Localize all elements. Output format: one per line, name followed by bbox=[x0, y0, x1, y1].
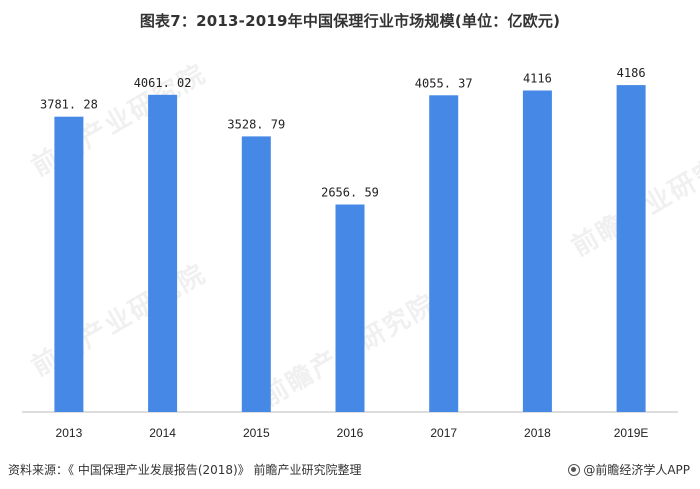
data-label-2018: 4116 bbox=[523, 72, 552, 86]
x-tick-label-2014: 2014 bbox=[149, 426, 176, 440]
source-note: 资料来源：《 中国保理产业发展报告(2018)》 前瞻产业研究院整理 bbox=[8, 463, 362, 477]
x-tick-label-2019E: 2019E bbox=[614, 426, 649, 440]
data-label-2013: 3781. 28 bbox=[40, 98, 98, 112]
bar-2014 bbox=[148, 94, 178, 413]
bar-2019E bbox=[616, 85, 646, 412]
bar-2018 bbox=[522, 90, 552, 412]
bar-2017 bbox=[429, 95, 459, 413]
data-label-2015: 3528. 79 bbox=[227, 117, 285, 131]
x-tick-label-2015: 2015 bbox=[243, 426, 270, 440]
bar-2015 bbox=[241, 136, 271, 412]
data-label-2019E: 4186 bbox=[617, 66, 646, 80]
brand-logo-icon bbox=[568, 463, 581, 476]
x-tick-label-2018: 2018 bbox=[524, 426, 551, 440]
chart-title: 图表7：2013-2019年中国保理行业市场规模(单位：亿欧元) bbox=[139, 12, 561, 30]
bar-2016 bbox=[335, 204, 365, 412]
data-label-2014: 4061. 02 bbox=[134, 76, 192, 90]
x-tick-label-2016: 2016 bbox=[337, 426, 364, 440]
data-label-2017: 4055. 37 bbox=[415, 76, 473, 90]
x-tick-label-2017: 2017 bbox=[430, 426, 457, 440]
brand-credit: @前瞻经济学人APP bbox=[568, 461, 690, 478]
brand-text: @前瞻经济学人APP bbox=[583, 463, 690, 477]
x-tick-label-2013: 2013 bbox=[56, 426, 83, 440]
data-label-2016: 2656. 59 bbox=[321, 186, 379, 200]
bar-2013 bbox=[54, 116, 84, 412]
